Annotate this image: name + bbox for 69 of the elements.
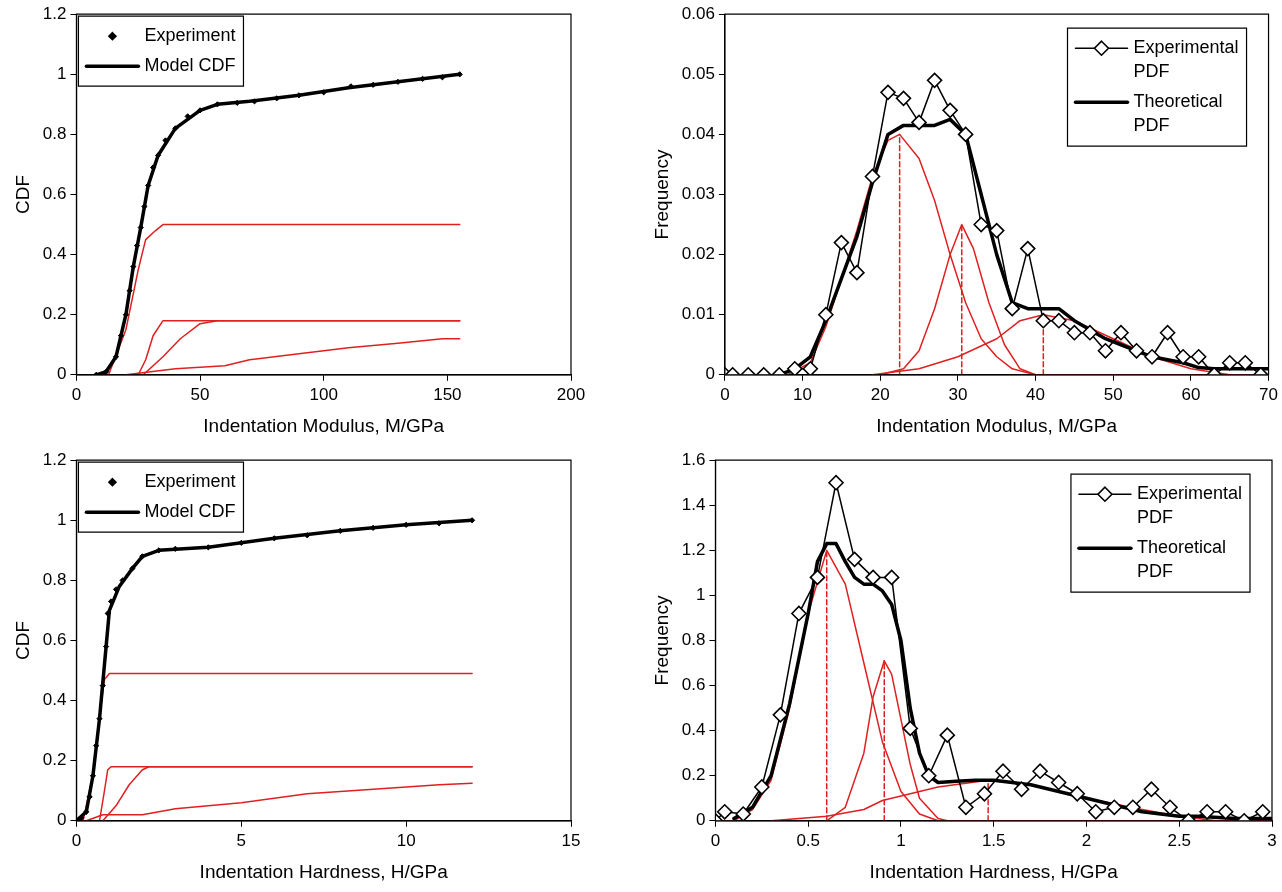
y-tick-label: 0 <box>56 364 67 384</box>
legend-label: Model CDF <box>144 55 236 76</box>
x-tick-label: 2.5 <box>1167 830 1192 850</box>
x-tick-label: 40 <box>1026 384 1046 404</box>
y-tick-label: 0.4 <box>42 690 67 710</box>
legend-label: Model CDF <box>144 501 236 522</box>
y-tick-label: 0.2 <box>681 765 706 785</box>
y-tick-label: 1 <box>56 63 67 83</box>
legend-label: Theoretical PDF <box>1136 537 1226 582</box>
y-tick-label: 1 <box>695 585 706 605</box>
x-tick-label: 60 <box>1181 384 1201 404</box>
x-tick-label: 200 <box>556 384 586 404</box>
x-tick-label: 0 <box>71 384 82 404</box>
y-tick-label: 0.05 <box>681 63 715 83</box>
x-axis-title: Indentation Hardness, H/GPa <box>199 860 449 882</box>
x-tick-label: 10 <box>396 830 416 850</box>
y-tick-label: 0.6 <box>681 675 706 695</box>
y-tick-label: 1 <box>56 509 67 529</box>
x-tick-label: 3 <box>1267 830 1277 850</box>
y-tick-label: 0 <box>695 810 706 830</box>
y-tick-label: 1.4 <box>681 494 706 514</box>
x-tick-label: 20 <box>870 384 890 404</box>
x-axis-title: Indentation Modulus, M/GPa <box>203 414 445 436</box>
y-tick-label: 1.2 <box>42 3 67 23</box>
y-axis-title: CDF <box>11 620 33 661</box>
x-tick-label: 1.5 <box>981 830 1006 850</box>
legend-label: Theoretical PDF <box>1133 91 1223 136</box>
y-tick-label: 0.6 <box>42 184 67 204</box>
x-tick-label: 10 <box>793 384 813 404</box>
x-axis-title: Indentation Modulus, M/GPa <box>876 414 1118 436</box>
y-tick-label: 0.4 <box>42 244 67 264</box>
y-tick-label: 1.2 <box>681 540 706 560</box>
y-axis-title: Frequency <box>650 149 672 240</box>
y-tick-label: 0.01 <box>681 304 715 324</box>
y-tick-label: 0.6 <box>42 630 67 650</box>
y-tick-label: 0.04 <box>681 124 715 144</box>
x-tick-label: 2 <box>1081 830 1092 850</box>
x-tick-label: 0 <box>720 384 730 404</box>
y-tick-label: 0.2 <box>42 750 67 770</box>
y-tick-label: 0 <box>705 364 715 384</box>
x-tick-label: 50 <box>190 384 210 404</box>
y-tick-label: 0.03 <box>681 184 715 204</box>
x-tick-label: 150 <box>433 384 462 404</box>
y-tick-label: 0.06 <box>681 3 715 23</box>
y-axis-title: Frequency <box>650 595 672 686</box>
y-tick-label: 0.4 <box>681 720 706 740</box>
y-tick-label: 1.6 <box>681 449 706 469</box>
legend-label: Experiment <box>144 25 236 46</box>
y-tick-label: 0.8 <box>42 570 67 590</box>
x-axis-title: Indentation Hardness, H/GPa <box>869 860 1119 882</box>
y-tick-label: 0.8 <box>42 124 67 144</box>
x-tick-label: 30 <box>948 384 968 404</box>
x-tick-label: 15 <box>561 830 581 850</box>
y-tick-label: 0 <box>56 810 67 830</box>
x-tick-label: 1 <box>896 830 906 850</box>
y-tick-label: 0.02 <box>681 244 715 264</box>
legend-label: Experiment <box>144 471 236 492</box>
x-tick-label: 5 <box>236 830 247 850</box>
y-tick-label: 1.2 <box>42 449 67 469</box>
x-tick-label: 70 <box>1259 384 1279 404</box>
y-axis-title: CDF <box>11 174 33 215</box>
legend-label: Experimental PDF <box>1133 37 1239 82</box>
y-tick-label: 0.2 <box>42 304 67 324</box>
x-tick-label: 0 <box>71 830 82 850</box>
x-tick-label: 0.5 <box>796 830 821 850</box>
x-tick-label: 100 <box>309 384 338 404</box>
y-tick-label: 0.8 <box>681 630 706 650</box>
legend-label: Experimental PDF <box>1136 483 1242 528</box>
x-tick-label: 50 <box>1103 384 1123 404</box>
